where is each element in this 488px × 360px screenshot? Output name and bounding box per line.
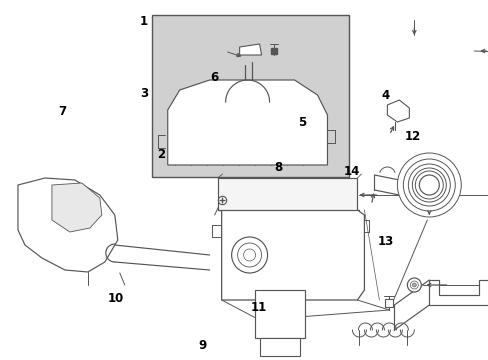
Text: 5: 5 [297,116,305,129]
Polygon shape [18,178,118,272]
Circle shape [409,281,417,289]
Circle shape [411,168,446,202]
Text: 2: 2 [157,148,165,161]
Text: 13: 13 [377,235,393,248]
Text: 3: 3 [140,87,148,100]
Text: 7: 7 [58,105,66,118]
Circle shape [407,278,421,292]
Polygon shape [221,210,364,300]
Text: 11: 11 [250,301,266,314]
Circle shape [419,175,438,195]
Polygon shape [386,100,408,122]
Circle shape [397,153,460,217]
Bar [217,178,357,210]
Text: 12: 12 [404,130,420,143]
Polygon shape [239,44,261,55]
Bar [254,290,304,338]
Text: 8: 8 [274,161,282,174]
Polygon shape [52,183,102,232]
Text: 9: 9 [198,339,206,352]
Circle shape [414,171,443,199]
Circle shape [243,249,255,261]
Circle shape [411,283,415,287]
Text: 4: 4 [381,89,389,102]
Circle shape [407,164,449,206]
Text: 10: 10 [108,292,124,305]
Bar [259,338,299,356]
Circle shape [231,237,267,273]
Text: 14: 14 [343,165,359,177]
Circle shape [237,243,261,267]
Polygon shape [428,280,488,305]
Text: 1: 1 [140,15,148,28]
Bar [151,15,349,177]
Polygon shape [167,80,327,165]
Circle shape [403,159,454,211]
Text: 6: 6 [210,71,219,84]
